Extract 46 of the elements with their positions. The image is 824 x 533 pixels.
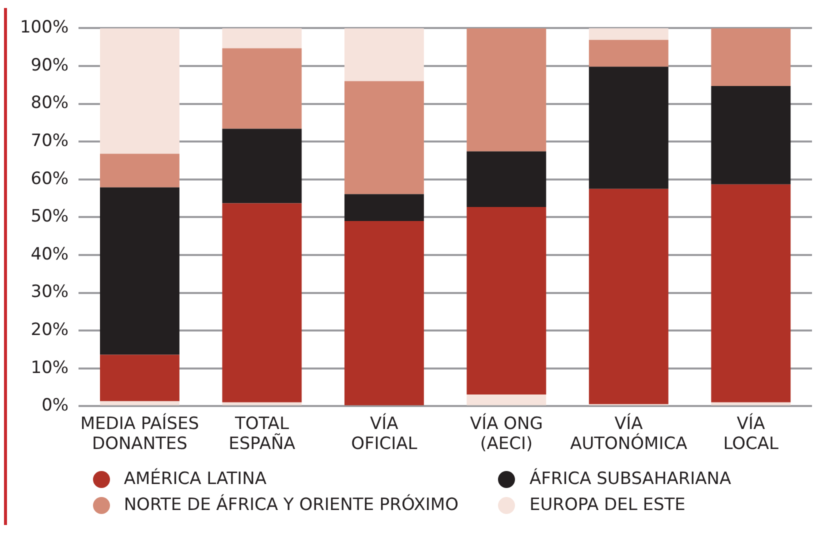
bar: [466, 28, 546, 152]
x-tick-label: VÍA OFICIAL: [351, 412, 418, 454]
x-tick-label: VÍA ONG (AECI): [470, 412, 543, 454]
y-tick-label: 70%: [30, 131, 69, 152]
bar: [344, 28, 424, 82]
x-tick-label: MEDIA PAÍSES DONANTES: [80, 412, 200, 454]
legend-label: EUROPA DEL ESTE: [529, 495, 686, 515]
bar: [466, 394, 546, 406]
bar: [344, 220, 424, 406]
y-tick-label: 80%: [30, 93, 69, 114]
bar: [222, 48, 302, 129]
bar: [100, 28, 180, 154]
y-tick-label: 30%: [30, 282, 69, 302]
y-tick-label: 100%: [20, 18, 69, 38]
bar: [222, 402, 302, 406]
bar: [711, 402, 791, 406]
bar: [588, 188, 668, 404]
bar: [711, 86, 791, 184]
bar: [588, 66, 668, 189]
bar: [344, 194, 424, 221]
bar: [588, 40, 668, 67]
bar: [466, 151, 546, 207]
x-tick-label: VÍA LOCAL: [723, 412, 780, 454]
y-tick-label: 10%: [30, 358, 69, 378]
y-tick-label: 50%: [30, 206, 69, 227]
bar: [711, 184, 791, 402]
x-tick-label: VÍA AUTONÓMICA: [570, 412, 688, 454]
bar: [711, 28, 791, 86]
bar: [100, 154, 180, 188]
y-tick-label: 40%: [30, 244, 69, 264]
bar: [466, 206, 546, 394]
bar: [344, 81, 424, 194]
x-tick-label: TOTAL ESPAÑA: [228, 414, 296, 454]
bar: [588, 28, 668, 40]
y-tick-label: 90%: [30, 55, 69, 76]
bar: [222, 28, 302, 48]
legend-label: NORTE DE ÁFRICA Y ORIENTE PRÓXIMO: [124, 495, 458, 515]
y-tick-label: 60%: [30, 168, 69, 189]
y-tick-label: 0%: [42, 396, 69, 416]
bar: [222, 128, 302, 204]
legend-label: ÁFRICA SUBSAHARIANA: [529, 469, 732, 489]
bar: [100, 354, 180, 402]
legend-label: AMÉRICA LATINA: [124, 469, 267, 489]
y-tick-label: 20%: [30, 320, 69, 340]
bar: [100, 187, 180, 355]
bar: [222, 203, 302, 402]
